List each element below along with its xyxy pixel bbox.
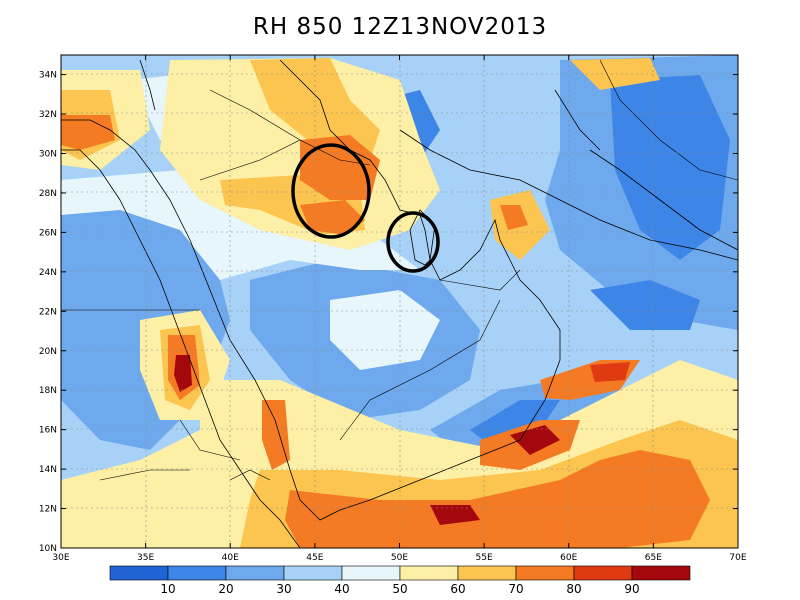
rh-region-core-ethiopia [174,355,192,392]
rh-region-wet-west [61,115,115,150]
rh-region-core-sea [510,425,560,455]
lat-tick-label: 28N [39,189,57,199]
rh-region-wet-north [300,135,380,200]
rh-region-wet-north2 [300,200,365,235]
borders [61,59,738,481]
colorbar-swatch [515,565,575,581]
annotation-circle-qatar [386,211,440,273]
colorbar-label: 70 [508,582,523,596]
lat-tick-label: 20N [39,347,57,357]
lon-tick-label: 50E [391,553,408,563]
rh-region-core-south [430,505,480,525]
lon-tick-label: 30E [52,553,69,563]
lon-tick-label: 35E [137,553,154,563]
colorbar-swatch [341,565,401,581]
coastlines [61,59,738,548]
colorbar-label: 90 [624,582,639,596]
rh-region-core-band [590,362,630,382]
colorbar-label: 40 [334,582,349,596]
lat-tick-label: 10N [39,544,57,554]
annotation-circle-north-gulf [291,143,371,239]
colorbar-swatch [573,565,633,581]
lon-tick-label: 55E [476,553,493,563]
lon-tick-label: 45E [306,553,323,563]
lat-tick-label: 30N [39,150,57,160]
colorbar-swatch [399,565,459,581]
colorbar-label: 30 [276,582,291,596]
colorbar-swatch [283,565,343,581]
chart-title: RH 850 12Z13NOV2013 [252,14,548,40]
lat-tick-label: 12N [39,505,57,515]
lat-tick-label: 32N [39,110,57,120]
rh-region-dry-east-core2 [590,280,700,330]
lat-tick-label: 16N [39,426,57,436]
latitude-axis: 10N 12N 14N 16N 18N 20N 22N 24N 26N 28N 30N 32N 34N [39,71,738,554]
rh-region-wet-south [285,450,710,548]
lat-tick-label: 14N [39,465,57,475]
grid [61,55,738,548]
rh-region-wet-oman [500,205,528,230]
rh-region-dry-east-core [610,75,730,260]
colorbar-swatch [225,565,285,581]
colorbar-swatch [167,565,227,581]
colorbar-label: 60 [450,582,465,596]
rh-region-humid-ne [570,58,660,90]
colorbar-swatch [457,565,517,581]
lat-tick-label: 24N [39,268,57,278]
colorbar-swatch [631,565,691,581]
lon-tick-label: 65E [645,553,662,563]
rh-field [61,55,738,548]
colorbar-label: 20 [218,582,233,596]
rh-region-humid-north2 [250,58,380,160]
lat-tick-label: 34N [39,71,57,81]
colorbar-label: 10 [160,582,175,596]
colorbar-swatch [109,565,169,581]
lon-tick-label: 60E [560,553,577,563]
colorbar-label: 80 [566,582,581,596]
lat-tick-label: 22N [39,307,57,317]
lat-tick-label: 26N [39,228,57,238]
lon-tick-label: 70E [729,553,746,563]
rh-region-mid-north [61,170,420,280]
lon-tick-label: 40E [222,553,239,563]
colorbar: 10 20 30 40 50 60 70 80 90 [109,565,691,596]
lat-tick-label: 18N [39,386,57,396]
longitude-axis: 30E 35E 40E 45E 50E 55E 60E 65E 70E [52,55,747,563]
colorbar-label: 50 [392,582,407,596]
rh-region-wet-redsea [262,400,290,470]
